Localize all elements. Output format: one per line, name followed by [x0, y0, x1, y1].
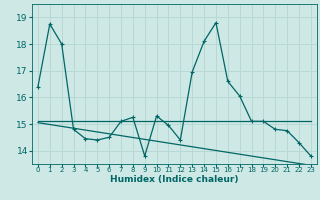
- X-axis label: Humidex (Indice chaleur): Humidex (Indice chaleur): [110, 175, 239, 184]
